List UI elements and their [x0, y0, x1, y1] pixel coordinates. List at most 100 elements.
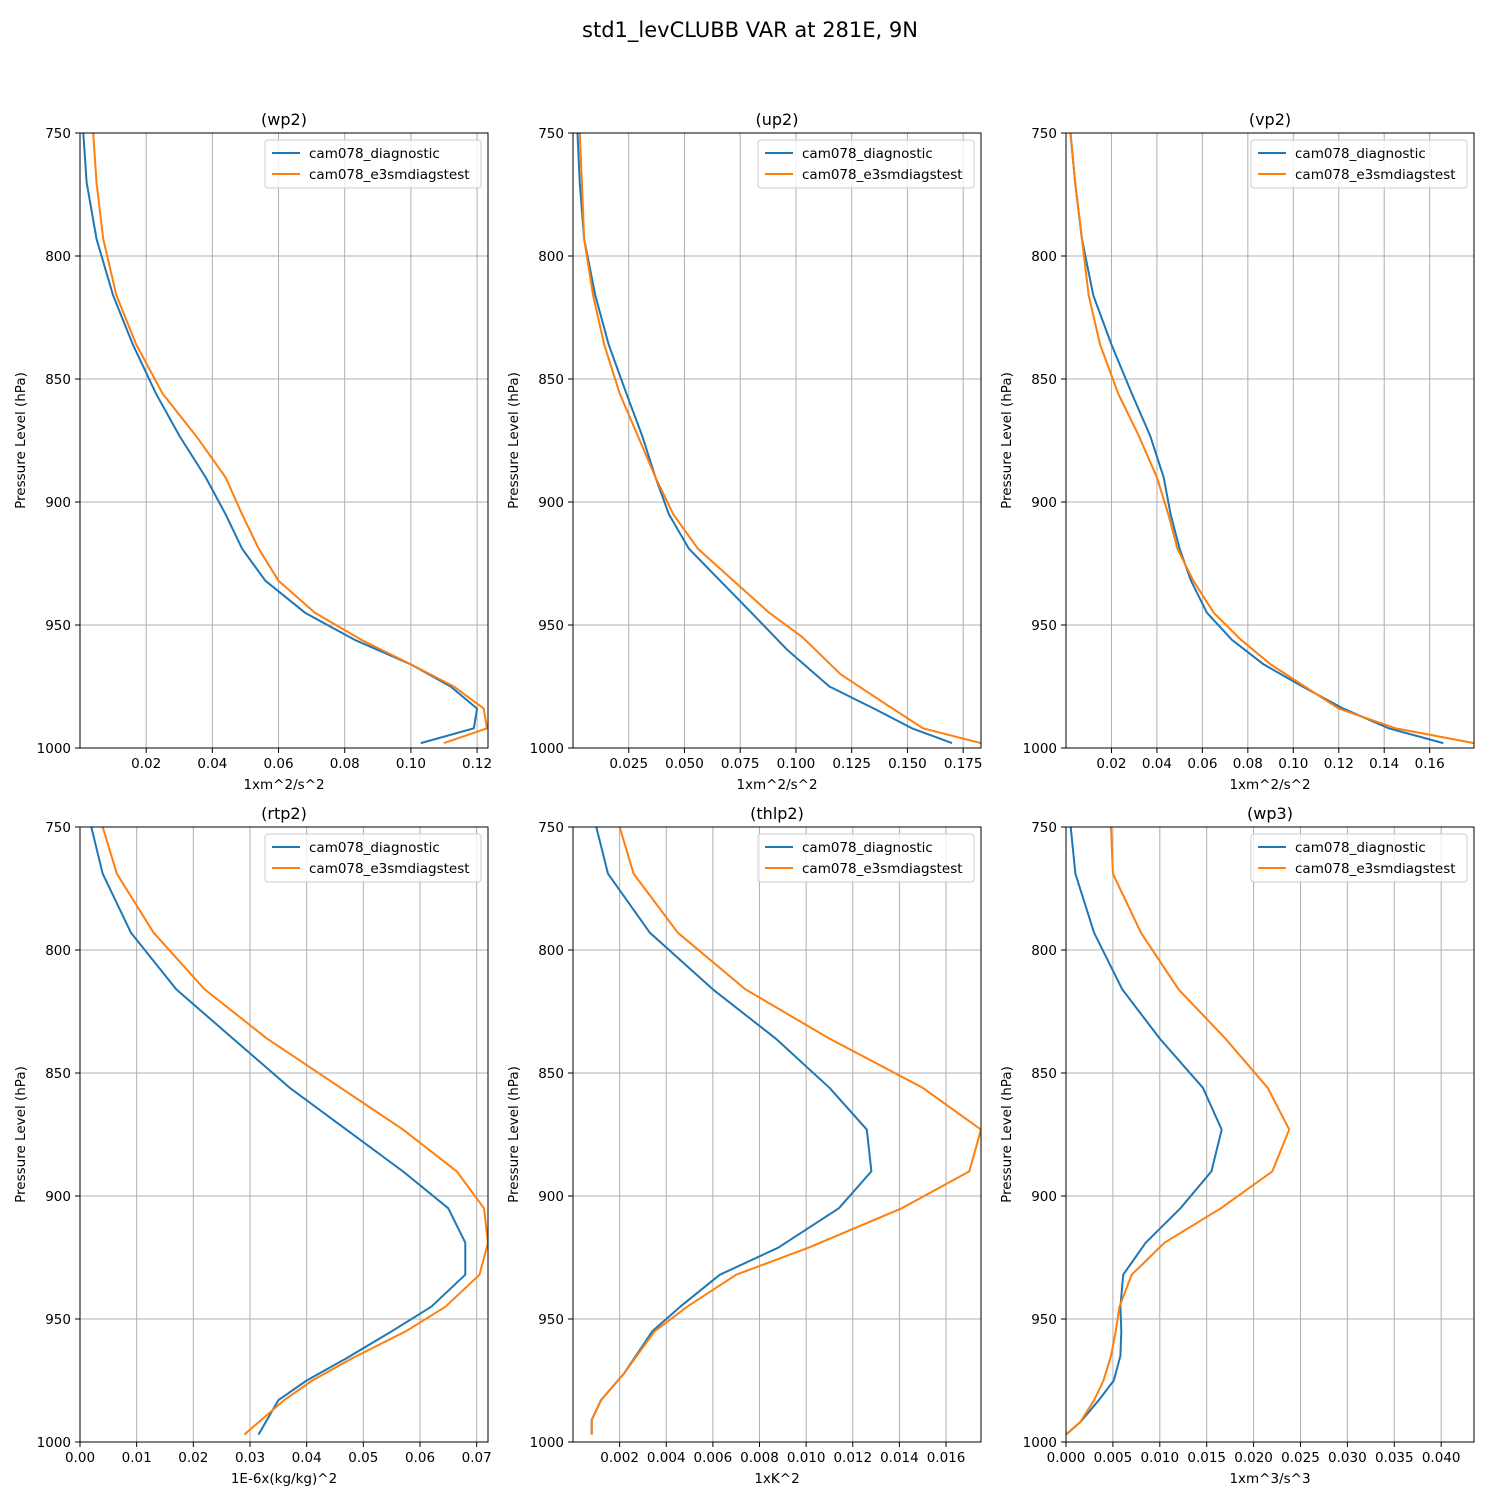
- chart-5-series-cam078_diagnostic: [590, 827, 873, 1435]
- chart-1-xtick-label-2: 0.06: [264, 756, 294, 772]
- chart-5-xtick-label-3: 0.008: [740, 1450, 779, 1466]
- chart-4-xtick-label-1: 0.01: [122, 1450, 152, 1466]
- figure-title: std1_levCLUBB VAR at 281E, 9N: [582, 18, 918, 43]
- chart-4-legend-label-1: cam078_diagnostic: [309, 840, 440, 856]
- chart-4-title: (rtp2): [261, 804, 307, 823]
- chart-5-title: (thlp2): [750, 804, 804, 823]
- chart-3-legend: cam078_diagnostic cam078_e3smdiagstest: [1250, 139, 1468, 189]
- chart-3-xtick-label-1: 0.04: [1142, 756, 1172, 772]
- chart-5-legend-box: [757, 833, 975, 883]
- chart-5-ytick-label-0: 750: [538, 820, 564, 836]
- chart-4-ytick-label-5: 1000: [37, 1435, 71, 1451]
- chart-1-series-cam078_e3smdiagstest: [92, 133, 488, 745]
- chart-6: 0.000 0.005 0.010 0.015 0.020 0.025 0.030 0.035…: [999, 804, 1475, 1487]
- chart-1-xtick-label-0: 0.02: [131, 756, 161, 772]
- chart-5-ytick-label-1: 800: [538, 943, 564, 959]
- chart-2-xtick-label-2: 0.075: [721, 756, 760, 772]
- chart-4-series-cam078_e3smdiagstest: [101, 827, 488, 1436]
- chart-5-xlabel: 1xK^2: [754, 1471, 799, 1487]
- chart-1-legend: cam078_diagnostic cam078_e3smdiagstest: [264, 139, 482, 189]
- chart-6-ylabel: Pressure Level (hPa): [999, 1066, 1015, 1203]
- chart-6-xtick-label-3: 0.015: [1187, 1450, 1226, 1466]
- chart-5-xtick-label-7: 0.016: [927, 1450, 966, 1466]
- chart-3-legend-label-1: cam078_diagnostic: [1295, 146, 1426, 162]
- chart-2-xtick-label-1: 0.050: [665, 756, 704, 772]
- chart-1-xtick-label-3: 0.08: [330, 756, 360, 772]
- chart-2-frame: [572, 132, 982, 749]
- chart-1-series-cam078_diagnostic: [82, 133, 479, 745]
- chart-6-xtick-label-5: 0.025: [1281, 1450, 1320, 1466]
- chart-6-legend-label-1: cam078_diagnostic: [1295, 840, 1426, 856]
- chart-1-ylabel: Pressure Level (hPa): [13, 372, 29, 509]
- chart-6-series-cam078_diagnostic: [1066, 827, 1223, 1436]
- chart-6-ytick-label-1: 800: [1031, 943, 1057, 959]
- chart-3-xtick-label-3: 0.08: [1233, 756, 1263, 772]
- chart-3-ytick-label-1: 800: [1031, 249, 1057, 265]
- chart-2-legend-label-1: cam078_diagnostic: [802, 146, 933, 162]
- chart-2-legend-box: [757, 139, 975, 189]
- chart-4-ylabel: Pressure Level (hPa): [13, 1066, 29, 1203]
- chart-5-ytick-label-4: 950: [538, 1312, 564, 1328]
- chart-5-ytick-label-5: 1000: [530, 1435, 564, 1451]
- chart-1-legend-label-2: cam078_e3smdiagstest: [309, 167, 470, 183]
- chart-5-legend: cam078_diagnostic cam078_e3smdiagstest: [757, 833, 975, 883]
- chart-5-legend-label-1: cam078_diagnostic: [802, 840, 933, 856]
- chart-6-ytick-label-4: 950: [1031, 1312, 1057, 1328]
- chart-1-xlabel: 1xm^2/s^2: [243, 777, 324, 793]
- chart-6-xtick-label-8: 0.040: [1422, 1450, 1461, 1466]
- chart-6-series-cam078_e3smdiagstest: [1066, 827, 1291, 1436]
- chart-4-xtick-label-2: 0.02: [178, 1450, 208, 1466]
- chart-4-legend-label-2: cam078_e3smdiagstest: [309, 861, 470, 877]
- chart-2-title: (up2): [756, 110, 799, 129]
- chart-1: 0.02 0.04 0.06 0.08 0.10 0.12 750 800 850 900 950 1…: [13, 110, 492, 793]
- chart-4-xtick-label-4: 0.04: [292, 1450, 322, 1466]
- chart-1-frame: [79, 132, 489, 749]
- chart-6-legend-box: [1250, 833, 1468, 883]
- chart-1-xtick-label-1: 0.04: [197, 756, 227, 772]
- chart-5-xtick-label-0: 0.002: [600, 1450, 639, 1466]
- chart-6-xtick-label-4: 0.020: [1234, 1450, 1273, 1466]
- chart-3-ylabel: Pressure Level (hPa): [999, 372, 1015, 509]
- chart-3-xtick-label-0: 0.02: [1096, 756, 1126, 772]
- chart-4-xtick-label-7: 0.07: [462, 1450, 492, 1466]
- chart-3-xlabel: 1xm^2/s^2: [1229, 777, 1310, 793]
- chart-4-xtick-label-3: 0.03: [235, 1450, 265, 1466]
- chart-4-frame: [79, 826, 489, 1443]
- chart-6-xtick-label-6: 0.030: [1328, 1450, 1367, 1466]
- chart-2-legend: cam078_diagnostic cam078_e3smdiagstest: [757, 139, 975, 189]
- chart-3-legend-box: [1250, 139, 1468, 189]
- chart-4-ytick-label-3: 900: [45, 1189, 71, 1205]
- chart-4-series-cam078_diagnostic: [90, 827, 467, 1436]
- chart-2-ytick-label-1: 800: [538, 249, 564, 265]
- chart-6-frame: [1065, 826, 1475, 1443]
- chart-5-xtick-label-2: 0.006: [694, 1450, 733, 1466]
- chart-4-xtick-label-6: 0.06: [405, 1450, 435, 1466]
- chart-4-xtick-label-0: 0.00: [65, 1450, 95, 1466]
- chart-3-title: (vp2): [1249, 110, 1291, 129]
- chart-4-ytick-label-1: 800: [45, 943, 71, 959]
- chart-6-xtick-label-7: 0.035: [1375, 1450, 1414, 1466]
- chart-2-xtick-label-0: 0.025: [609, 756, 648, 772]
- chart-2-series-cam078_e3smdiagstest: [578, 133, 981, 745]
- chart-5-ytick-label-2: 850: [538, 1066, 564, 1082]
- chart-1-ytick-label-2: 850: [45, 372, 71, 388]
- chart-6-xtick-label-0: 0.000: [1047, 1450, 1086, 1466]
- chart-4: 0.00 0.01 0.02 0.03 0.04 0.05 0.06 0.07 750 800 85…: [13, 804, 492, 1487]
- chart-6-ytick-label-2: 850: [1031, 1066, 1057, 1082]
- chart-2-legend-label-2: cam078_e3smdiagstest: [802, 167, 963, 183]
- chart-4-ytick-label-4: 950: [45, 1312, 71, 1328]
- chart-5-xtick-label-5: 0.012: [833, 1450, 872, 1466]
- chart-2-xtick-label-3: 0.100: [777, 756, 816, 772]
- chart-3-xtick-label-4: 0.10: [1278, 756, 1308, 772]
- chart-2-ytick-label-5: 1000: [530, 741, 564, 757]
- chart-2-xtick-label-6: 0.175: [944, 756, 983, 772]
- chart-5-frame: [572, 826, 982, 1443]
- chart-4-ytick-label-0: 750: [45, 820, 71, 836]
- chart-4-legend-box: [264, 833, 482, 883]
- chart-5-xtick-label-1: 0.004: [647, 1450, 686, 1466]
- chart-1-ytick-label-5: 1000: [37, 741, 71, 757]
- chart-5: 0.002 0.004 0.006 0.008 0.010 0.012 0.014 0.016…: [506, 804, 982, 1487]
- chart-3-ytick-label-3: 900: [1031, 495, 1057, 511]
- chart-3-series-cam078_e3smdiagstest: [1069, 133, 1474, 745]
